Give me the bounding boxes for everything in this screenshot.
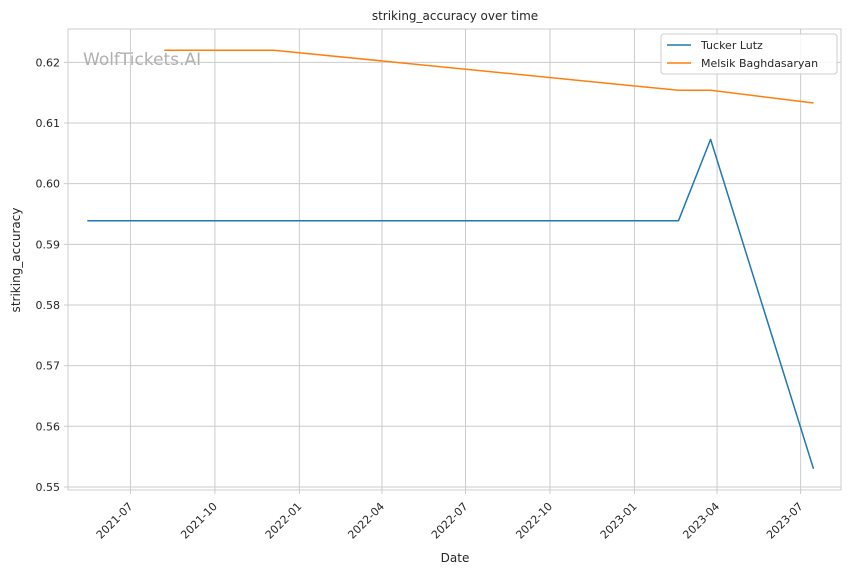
x-tick-label: 2022-04 bbox=[345, 500, 387, 542]
y-tick-label: 0.62 bbox=[36, 56, 61, 69]
y-tick-label: 0.59 bbox=[36, 238, 61, 251]
y-tick-label: 0.56 bbox=[36, 420, 61, 433]
x-tick-label: 2021-07 bbox=[94, 500, 136, 542]
legend: Tucker Lutz Melsik Baghdasaryan bbox=[660, 33, 838, 75]
x-tick-label: 2022-10 bbox=[513, 500, 555, 542]
series-line-tucker-lutz bbox=[87, 138, 815, 470]
watermark: WolfTickets.AI bbox=[83, 50, 201, 70]
x-tick-label: 2022-01 bbox=[263, 500, 305, 542]
legend-label-tucker-lutz: Tucker Lutz bbox=[700, 39, 763, 52]
x-axis-ticks: 2021-07 2021-10 2022-01 2022-04 2022-07 2022-… bbox=[94, 490, 806, 542]
x-tick-label: 2023-01 bbox=[598, 500, 640, 542]
y-tick-label: 0.57 bbox=[36, 360, 61, 373]
x-tick-label: 2022-07 bbox=[429, 500, 471, 542]
x-tick-label: 2023-07 bbox=[764, 500, 806, 542]
y-axis-ticks: 0.55 0.56 0.57 0.58 0.59 0.60 0.61 0.62 bbox=[36, 56, 68, 494]
gridlines bbox=[68, 29, 841, 490]
chart-title: striking_accuracy over time bbox=[372, 9, 538, 23]
y-tick-label: 0.55 bbox=[36, 481, 61, 494]
x-tick-label: 2021-10 bbox=[178, 500, 220, 542]
y-tick-label: 0.58 bbox=[36, 299, 61, 312]
axes-frame bbox=[67, 28, 842, 491]
plot-area-border bbox=[67, 28, 842, 491]
x-axis-label: Date bbox=[441, 551, 470, 565]
x-tick-label: 2023-04 bbox=[680, 500, 722, 542]
legend-box bbox=[660, 33, 838, 75]
y-tick-label: 0.61 bbox=[36, 117, 61, 130]
y-axis-label: striking_accuracy bbox=[9, 208, 23, 313]
series-line-melsik-baghdasaryan bbox=[164, 49, 814, 104]
y-tick-label: 0.60 bbox=[36, 178, 61, 191]
series-lines bbox=[87, 49, 815, 470]
legend-label-melsik-baghdasaryan: Melsik Baghdasaryan bbox=[701, 57, 818, 70]
